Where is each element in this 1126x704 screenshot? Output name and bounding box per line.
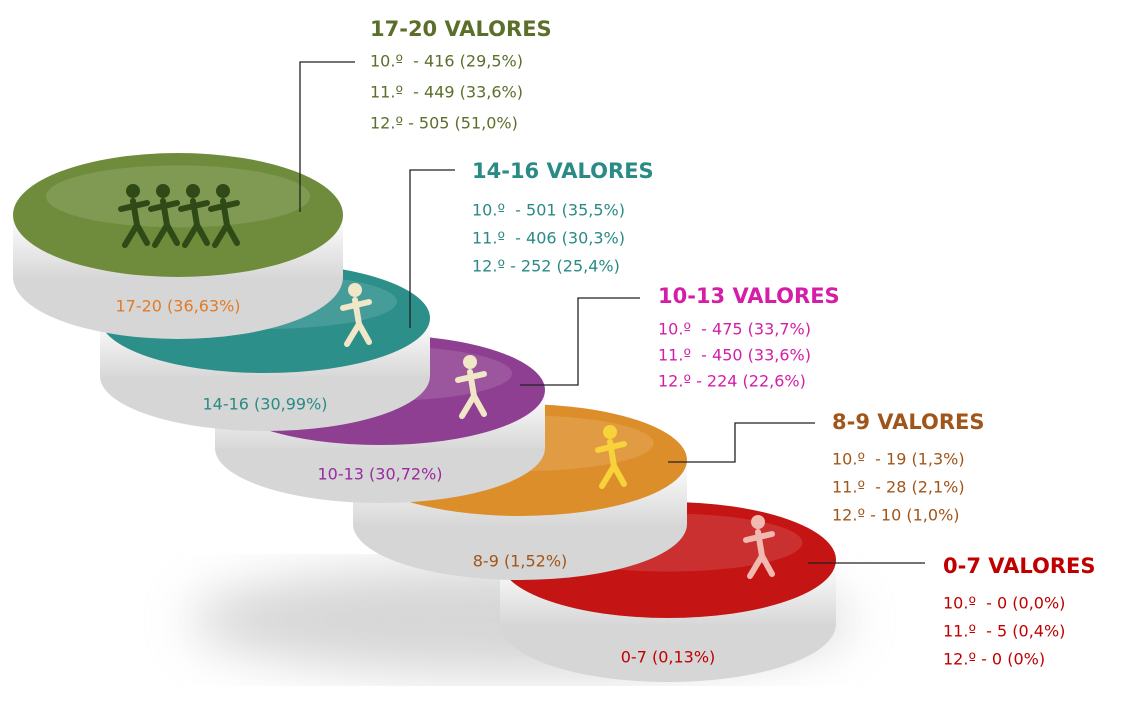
disc-label: 10-13 (30,72%) [317,465,442,484]
tier-line: 10.º - 501 (35,5%) [472,201,625,220]
icon-body [743,529,775,579]
discs: 0-7 (0,13%) 8-9 (1,52%) 10-13 (30,72%) 14-1… [13,153,836,682]
disc-label: 0-7 (0,13%) [621,648,716,667]
connector [520,297,640,386]
tier-line: 11.º - 450 (33,6%) [658,346,811,365]
icon-head [126,184,140,198]
tier-line: 12.º - 10 (1,0%) [832,506,960,525]
tier-line: 11.º - 449 (33,6%) [370,83,523,102]
icon-body [340,297,372,347]
icon-head [603,425,617,439]
icon-body [455,369,487,419]
tier-line: 12.º - 505 (51,0%) [370,114,518,133]
disc-label: 14-16 (30,99%) [202,395,327,414]
disc: 17-20 (36,63%) [13,153,343,339]
icon-head [348,283,362,297]
tier-line: 12.º - 0 (0%) [943,650,1045,669]
icon-body [208,198,240,248]
icon-head [186,184,200,198]
tier-title: 0-7 VALORES [943,554,1095,578]
icon-head [156,184,170,198]
tier-line: 11.º - 5 (0,4%) [943,622,1065,641]
tier-title: 17-20 VALORES [370,17,552,41]
icon-body [148,198,180,248]
icon-body [178,198,210,248]
tier-line: 10.º - 0 (0,0%) [943,594,1065,613]
icon-head [216,184,230,198]
tier-line: 10.º - 19 (1,3%) [832,450,965,469]
icon-body [595,439,627,489]
connector [299,61,355,212]
tier-line: 10.º - 475 (33,7%) [658,320,811,339]
tier-line: 12.º - 224 (22,6%) [658,372,806,391]
disc: 0-7 (0,13%) [500,502,836,682]
disc-highlight [46,165,310,228]
connector [409,169,455,328]
disc-label: 17-20 (36,63%) [115,297,240,316]
tier-title: 10-13 VALORES [658,284,840,308]
icon-head [751,515,765,529]
tier-line: 11.º - 28 (2,1%) [832,478,965,497]
tier-title: 8-9 VALORES [832,410,984,434]
tier-line: 11.º - 406 (30,3%) [472,229,625,248]
tier-line: 12.º - 252 (25,4%) [472,257,620,276]
labels: 17-20 VALORES 10.º - 416 (29,5%) 11.º - 44… [299,17,1095,669]
icon-head [463,355,477,369]
disc-label: 8-9 (1,52%) [473,552,568,571]
tier-title: 14-16 VALORES [472,159,654,183]
connector [668,422,815,463]
disc-top [13,153,343,277]
icon-body [118,198,150,248]
tier-line: 10.º - 416 (29,5%) [370,52,523,71]
